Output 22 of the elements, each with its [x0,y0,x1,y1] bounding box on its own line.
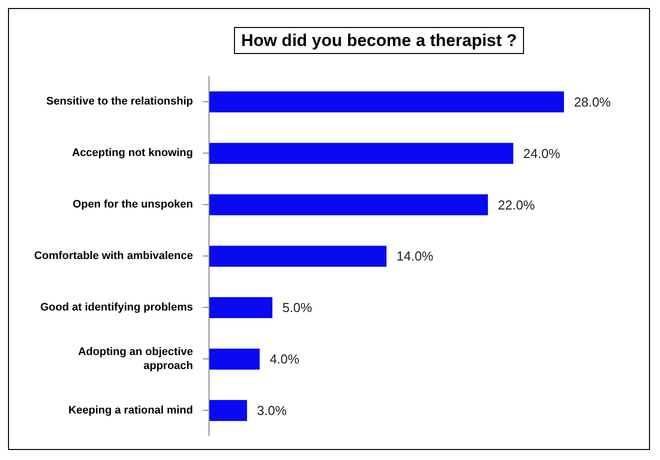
y-tick-label: Adopting an objective approach [78,346,194,372]
data-label: 14.0% [396,248,434,264]
y-tick-label: Open for the unspoken [72,198,194,211]
data-label: 24.0% [523,146,561,161]
y-tick-label: Comfortable with ambivalence [34,250,193,262]
data-label: 5.0% [282,300,312,316]
bar [209,400,248,421]
y-tick-label: Good at identifying problems [40,301,193,314]
y-tick-label: Accepting not knowing [72,147,193,160]
y-tick-label: Keeping a rational mind [68,404,193,416]
data-label: 28.0% [574,94,612,110]
bar [209,91,564,112]
bar [209,348,260,370]
bar [209,194,488,216]
data-label: 22.0% [498,197,536,212]
bar [209,297,272,318]
data-label: 3.0% [257,403,288,418]
bar [209,246,386,267]
bar [209,142,514,164]
chart-title: How did you become a therapist ? [234,27,524,54]
y-tick-label: Sensitive to the relationship [46,96,194,108]
data-label: 4.0% [270,352,300,367]
